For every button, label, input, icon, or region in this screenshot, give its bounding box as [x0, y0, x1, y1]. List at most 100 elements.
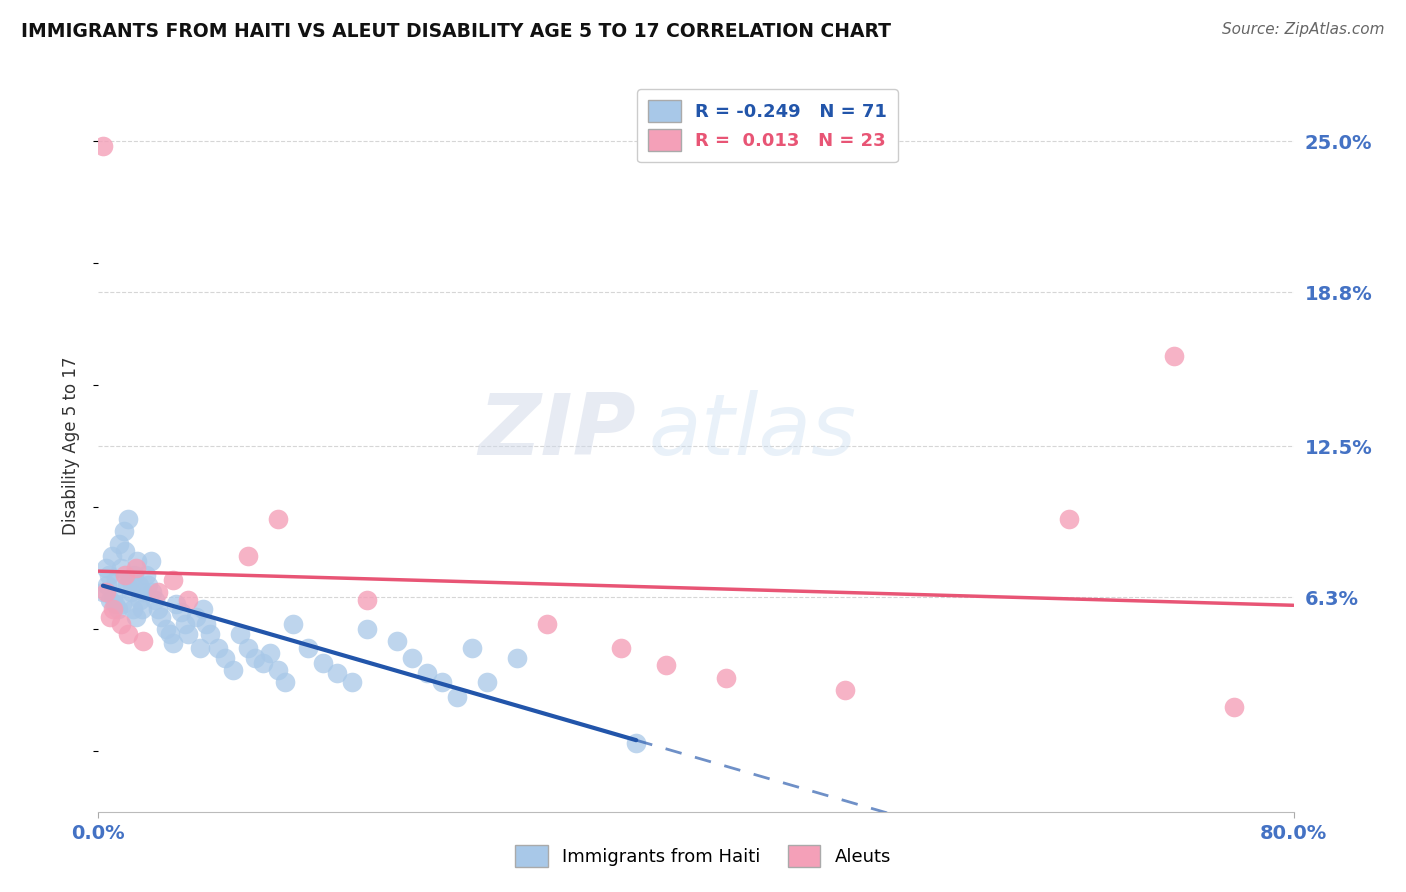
Point — [169, 605, 191, 619]
Point — [135, 568, 157, 582]
Point — [1163, 349, 1185, 363]
Point — [136, 578, 159, 592]
Point — [610, 641, 633, 656]
Point — [128, 578, 150, 592]
Point — [214, 651, 236, 665]
Text: atlas: atlas — [648, 390, 856, 473]
Text: IMMIGRANTS FROM HAITI VS ALEUT DISABILITY AGE 5 TO 17 CORRELATION CHART: IMMIGRANTS FROM HAITI VS ALEUT DISABILIT… — [21, 22, 891, 41]
Point — [98, 609, 122, 624]
Point — [103, 590, 125, 604]
Legend: R = -0.249   N = 71, R =  0.013   N = 23: R = -0.249 N = 71, R = 0.013 N = 23 — [637, 89, 898, 162]
Point — [110, 617, 132, 632]
Point — [117, 512, 139, 526]
Point — [655, 658, 678, 673]
Point — [207, 641, 229, 656]
Point — [626, 736, 648, 750]
Text: Source: ZipAtlas.com: Source: ZipAtlas.com — [1222, 22, 1385, 37]
Point — [91, 585, 114, 599]
Point — [150, 609, 173, 624]
Point — [162, 636, 184, 650]
Point — [297, 641, 319, 656]
Point — [125, 561, 148, 575]
Point — [121, 602, 143, 616]
Point — [229, 626, 252, 640]
Point — [245, 651, 267, 665]
Point — [132, 585, 155, 599]
Point — [416, 665, 439, 680]
Point — [177, 626, 200, 640]
Point — [191, 602, 214, 616]
Point — [165, 598, 187, 612]
Point — [94, 585, 117, 599]
Point — [177, 592, 200, 607]
Legend: Immigrants from Haiti, Aleuts: Immigrants from Haiti, Aleuts — [508, 838, 898, 874]
Point — [274, 675, 297, 690]
Point — [536, 617, 558, 632]
Point — [267, 663, 290, 677]
Point — [124, 568, 146, 582]
Point — [174, 617, 197, 632]
Point — [714, 671, 737, 685]
Point — [143, 592, 166, 607]
Point — [356, 622, 378, 636]
Point — [139, 553, 162, 567]
Point — [385, 634, 409, 648]
Point — [118, 573, 141, 587]
Point — [112, 524, 135, 539]
Point — [125, 609, 148, 624]
Point — [148, 602, 170, 616]
Point — [129, 592, 152, 607]
Point — [108, 536, 131, 550]
Point — [222, 663, 245, 677]
Point — [131, 602, 153, 616]
Point — [188, 641, 211, 656]
Point — [430, 675, 453, 690]
Point — [236, 549, 259, 563]
Point — [148, 585, 170, 599]
Point — [98, 592, 122, 607]
Point — [105, 573, 128, 587]
Point — [342, 675, 364, 690]
Point — [155, 622, 177, 636]
Point — [311, 656, 333, 670]
Point — [281, 617, 304, 632]
Point — [834, 682, 856, 697]
Point — [1223, 699, 1246, 714]
Point — [94, 561, 117, 575]
Point — [114, 544, 136, 558]
Point — [115, 578, 138, 592]
Point — [236, 641, 259, 656]
Point — [97, 568, 120, 582]
Point — [103, 602, 125, 616]
Point — [475, 675, 498, 690]
Point — [506, 651, 529, 665]
Point — [195, 617, 218, 632]
Y-axis label: Disability Age 5 to 17: Disability Age 5 to 17 — [62, 357, 80, 535]
Point — [111, 598, 134, 612]
Point — [200, 626, 222, 640]
Point — [141, 585, 163, 599]
Text: ZIP: ZIP — [478, 390, 637, 473]
Point — [446, 690, 468, 705]
Point — [114, 568, 136, 582]
Point — [127, 553, 149, 567]
Point — [252, 656, 274, 670]
Point — [259, 646, 281, 660]
Point — [1059, 512, 1081, 526]
Point — [101, 549, 124, 563]
Point — [162, 573, 184, 587]
Point — [96, 578, 118, 592]
Point — [461, 641, 484, 656]
Point — [132, 634, 155, 648]
Point — [104, 598, 127, 612]
Point — [159, 626, 181, 640]
Point — [117, 626, 139, 640]
Point — [110, 561, 132, 575]
Point — [356, 592, 378, 607]
Point — [184, 609, 207, 624]
Point — [267, 512, 290, 526]
Point — [107, 602, 129, 616]
Point — [120, 585, 142, 599]
Point — [326, 665, 349, 680]
Point — [401, 651, 423, 665]
